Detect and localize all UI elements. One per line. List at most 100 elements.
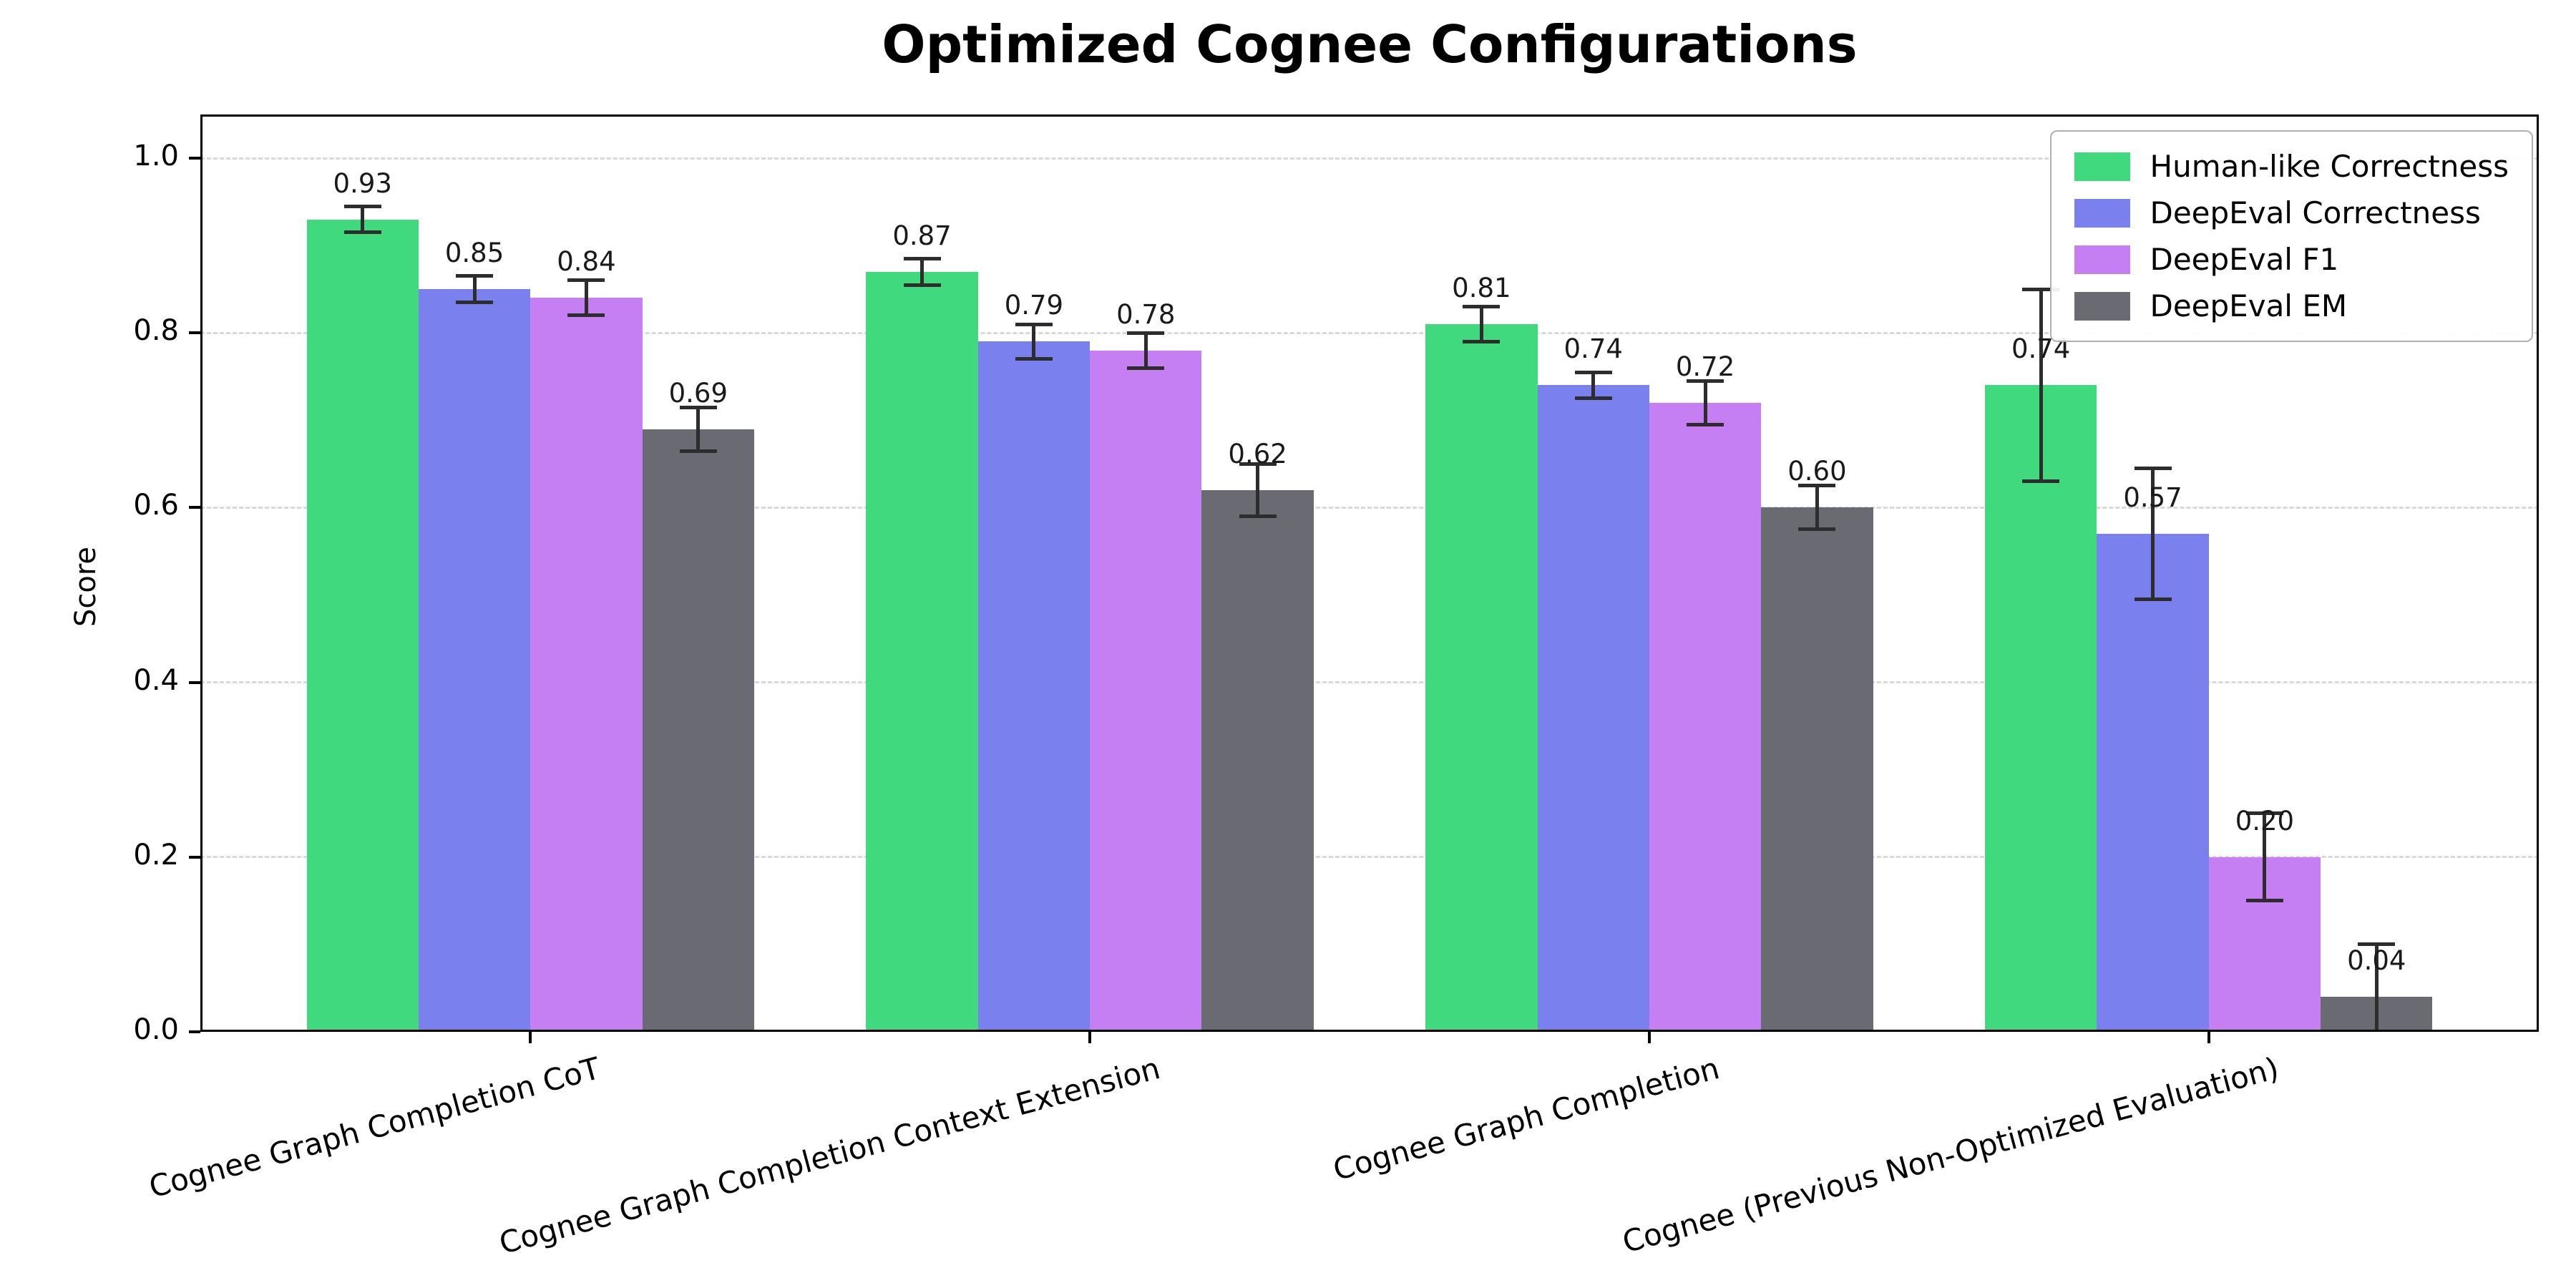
legend-label: DeepEval Correctness	[2150, 195, 2481, 230]
error-bar	[472, 275, 477, 303]
error-bar	[2374, 944, 2379, 1032]
y-tick-label: 1.0	[133, 140, 179, 173]
bar-value-label: 0.20	[2235, 805, 2295, 836]
error-bar	[696, 407, 701, 452]
y-tick-label: 0.0	[133, 1013, 179, 1046]
error-bar-cap	[2358, 942, 2396, 947]
y-tick-mark	[189, 1030, 200, 1033]
x-tick-label: Cognee Graph Completion CoT	[145, 1050, 604, 1205]
x-tick-mark	[2207, 1032, 2210, 1043]
bar	[530, 298, 643, 1032]
error-bar	[361, 206, 365, 233]
bar	[1090, 350, 1202, 1032]
x-tick-label: Cognee Graph Completion	[1329, 1050, 1723, 1188]
y-tick-label: 0.4	[133, 663, 179, 697]
bar	[642, 429, 754, 1032]
bar	[1201, 490, 1314, 1032]
error-bar	[1032, 324, 1036, 359]
x-tick-mark	[529, 1032, 532, 1043]
legend-label: DeepEval EM	[2150, 288, 2348, 323]
error-bar-cap	[2134, 597, 2172, 602]
error-bar	[584, 280, 588, 316]
bar	[1425, 324, 1538, 1032]
gridline	[200, 856, 2539, 859]
error-bar	[2263, 813, 2267, 901]
bar-value-label: 0.85	[444, 238, 504, 269]
error-bar-cap	[1015, 357, 1053, 361]
x-tick-mark	[1647, 1032, 1651, 1043]
y-tick-mark	[189, 157, 200, 160]
y-tick-mark	[189, 506, 200, 509]
y-tick-label: 0.8	[133, 314, 179, 348]
gridline	[200, 331, 2539, 334]
error-bar	[920, 258, 924, 286]
bar-value-label: 0.62	[1228, 439, 1287, 469]
error-bar-cap	[567, 313, 605, 318]
error-bar-cap	[679, 449, 717, 453]
bar	[1985, 385, 2097, 1032]
legend: Human-like Correctness DeepEval Correctne…	[2049, 130, 2533, 342]
legend-label: DeepEval F1	[2150, 242, 2339, 277]
y-tick-label: 0.6	[133, 489, 179, 522]
y-tick-mark	[189, 680, 200, 684]
gridline	[200, 157, 2539, 160]
y-tick-label: 0.2	[133, 838, 179, 872]
error-bar	[1703, 381, 1707, 425]
x-tick-label: Cognee Graph Completion Context Extensio…	[495, 1050, 1163, 1262]
error-bar-cap	[679, 405, 717, 409]
error-bar-cap	[456, 301, 494, 304]
bar-value-label: 0.78	[1116, 298, 1176, 330]
error-bar-cap	[903, 283, 941, 287]
error-bar	[1479, 306, 1483, 342]
bar-value-label: 0.81	[1452, 273, 1511, 304]
bar-value-label: 0.04	[2347, 945, 2406, 977]
error-bar	[2039, 289, 2043, 482]
error-bar-cap	[1015, 322, 1053, 326]
bar	[866, 271, 978, 1032]
error-bar-cap	[1687, 379, 1724, 383]
bar-value-label: 0.69	[668, 377, 728, 409]
error-bar-cap	[1239, 514, 1277, 519]
error-bar	[2151, 468, 2155, 600]
error-bar-cap	[1687, 422, 1724, 426]
error-bar-cap	[1239, 462, 1277, 466]
error-bar	[1143, 333, 1148, 369]
legend-item: DeepEval Correctness	[2074, 195, 2509, 230]
x-tick-mark	[1088, 1032, 1092, 1043]
bar-value-label: 0.60	[1787, 456, 1847, 487]
chart-title: Optimized Cognee Configurations	[882, 14, 1858, 74]
error-bar-cap	[2022, 479, 2060, 484]
error-bar-cap	[1127, 366, 1165, 370]
x-tick-label: Cognee (Previous Non-Optimized Evaluatio…	[1619, 1050, 2283, 1260]
error-bar-cap	[2245, 811, 2283, 816]
error-bar-cap	[1574, 370, 1612, 374]
bar	[418, 289, 531, 1032]
error-bar-cap	[343, 230, 381, 235]
legend-item: Human-like Correctness	[2074, 149, 2509, 184]
error-bar-cap	[567, 278, 605, 283]
gridline	[200, 681, 2539, 684]
legend-swatch	[2074, 291, 2130, 321]
error-bar	[1591, 372, 1596, 399]
legend-item: DeepEval F1	[2074, 242, 2509, 277]
legend-swatch	[2074, 198, 2130, 228]
bar	[977, 341, 1091, 1032]
bar-value-label: 0.72	[1675, 351, 1735, 382]
y-tick-mark	[189, 855, 200, 859]
y-tick-mark	[189, 331, 200, 335]
error-bar-cap	[2245, 899, 2283, 903]
error-bar	[1815, 485, 1819, 530]
legend-swatch	[2074, 245, 2130, 274]
error-bar-cap	[1574, 396, 1612, 401]
error-bar-cap	[456, 274, 494, 278]
gridline	[200, 506, 2539, 509]
y-axis-label: Score	[69, 546, 102, 628]
bar-value-label: 0.93	[333, 167, 392, 199]
error-bar-cap	[2134, 466, 2172, 470]
legend-item: DeepEval EM	[2074, 288, 2509, 323]
bar-value-label: 0.84	[557, 246, 616, 278]
error-bar-cap	[1463, 305, 1501, 309]
bar-value-label: 0.87	[892, 220, 952, 251]
bar	[306, 219, 419, 1032]
